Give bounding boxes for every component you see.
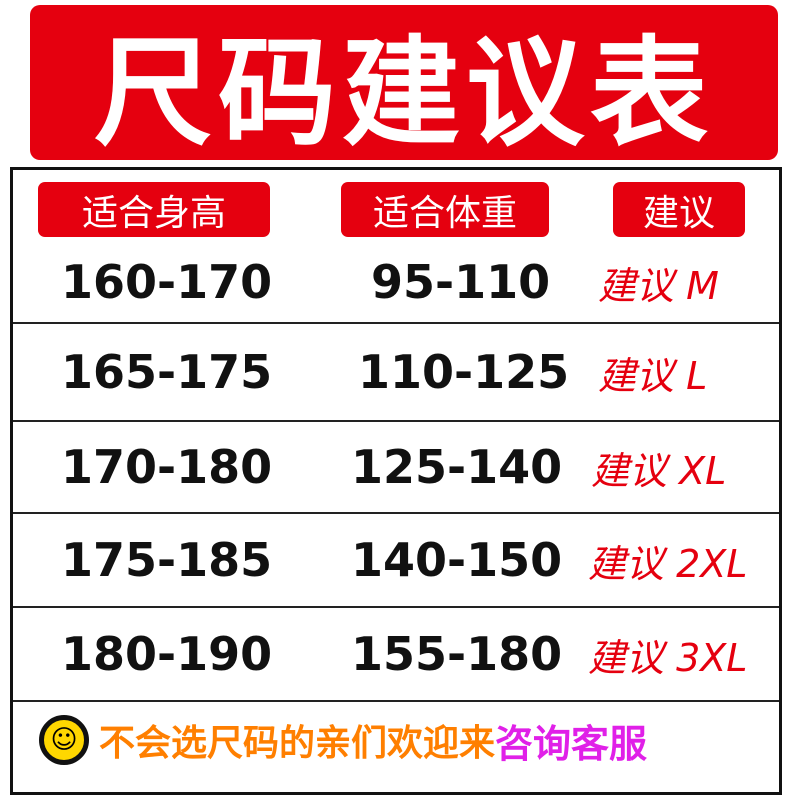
weight-cell: 140-150: [351, 533, 563, 587]
header-suggestion: 建议: [613, 182, 745, 237]
table-row: 170-180 125-140 建议 XL: [13, 422, 779, 514]
table-row: 180-190 155-180 建议 3XL: [13, 608, 779, 702]
suggestion-cell: 建议 L: [598, 353, 708, 398]
table-row: 175-185 140-150 建议 2XL: [13, 514, 779, 608]
footer-text: 不会选尺码的亲们欢迎来: [99, 723, 496, 764]
smiley-alarm-clock-icon: ☺: [39, 715, 89, 765]
header-height: 适合身高: [38, 182, 270, 237]
suggestion-cell: 建议 3XL: [588, 635, 748, 680]
suggestion-cell: 建议 2XL: [588, 541, 748, 586]
contact-service-link[interactable]: 咨询客服: [495, 721, 648, 766]
footer-banner: ☺ 不会选尺码的亲们欢迎来 咨询客服: [13, 700, 779, 780]
size-table: 适合身高 适合体重 建议 160-170 95-110 建议 M 165-175…: [10, 167, 782, 795]
height-cell: 175-185: [61, 533, 273, 587]
weight-cell: 125-140: [351, 440, 563, 494]
header-weight: 适合体重: [341, 182, 549, 237]
page-title: 尺码建议表: [30, 5, 778, 162]
height-cell: 170-180: [61, 440, 273, 494]
weight-cell: 110-125: [358, 345, 570, 399]
height-cell: 180-190: [61, 627, 273, 681]
weight-cell: 155-180: [351, 627, 563, 681]
weight-cell: 95-110: [371, 255, 551, 309]
table-row: 160-170 95-110 建议 M: [13, 242, 779, 324]
height-cell: 160-170: [61, 255, 273, 309]
suggestion-cell: 建议 XL: [591, 448, 727, 493]
table-row: 165-175 110-125 建议 L: [13, 324, 779, 422]
height-cell: 165-175: [61, 345, 273, 399]
suggestion-cell: 建议 M: [598, 263, 719, 308]
